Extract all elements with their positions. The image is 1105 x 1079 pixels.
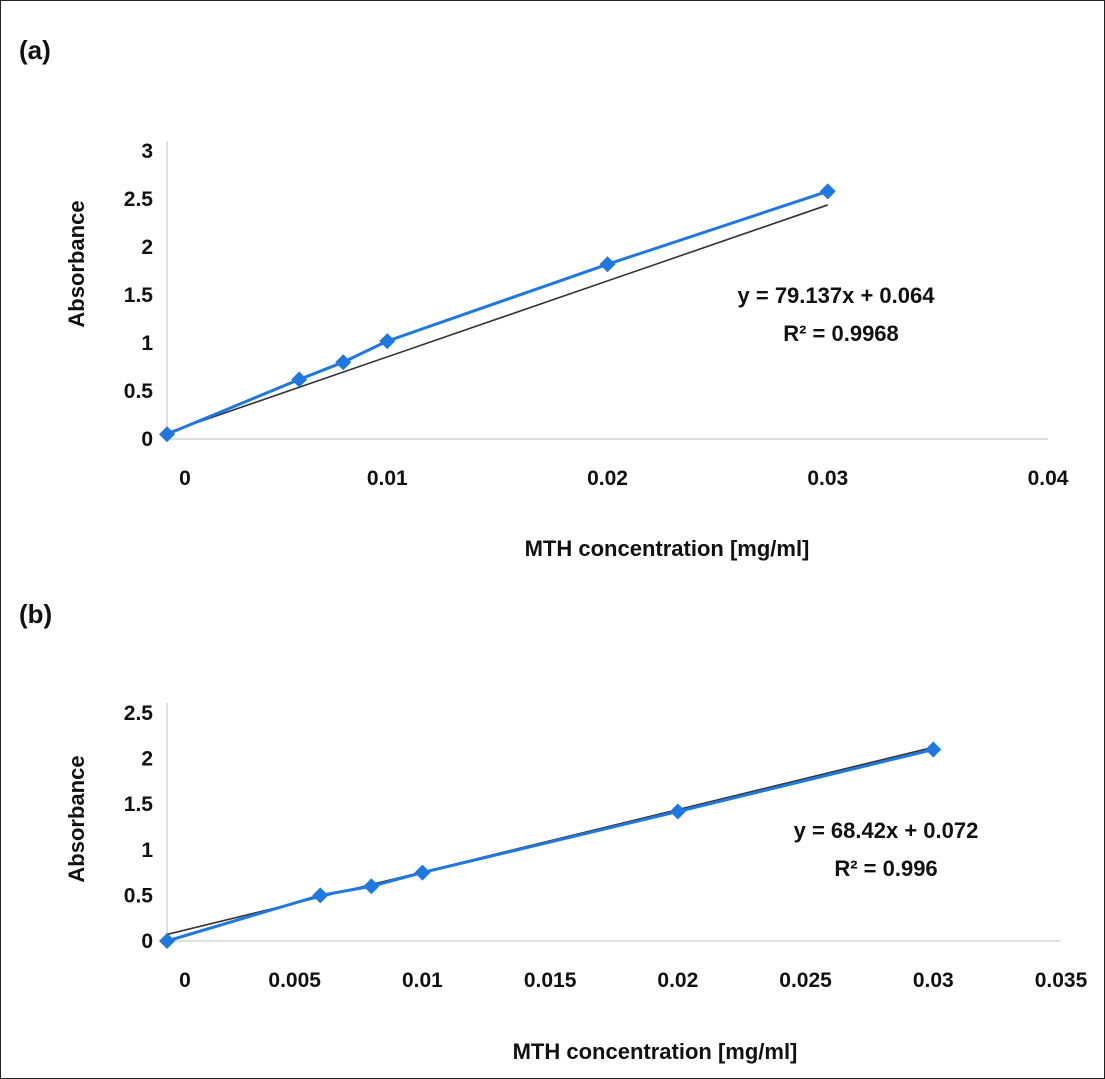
data-point-b (925, 741, 942, 758)
data-point-a (379, 333, 396, 350)
data-point-b (159, 933, 175, 949)
y-axis-title-a: Absorbance (64, 200, 89, 327)
panel-label-b: (b) (19, 599, 52, 629)
y-tick-label-b: 2.5 (124, 702, 154, 725)
y-tick-label-a: 1.5 (124, 284, 154, 307)
x-tick-label-b: 0 (179, 969, 191, 992)
y-tick-label-a: 0 (141, 428, 153, 451)
r-squared-b: R² = 0.996 (834, 856, 937, 881)
x-tick-label-b: 0.015 (524, 969, 577, 992)
y-tick-label-b: 1 (141, 839, 153, 862)
data-point-b (669, 803, 686, 820)
plot-area-b: 0 0.5 1 1.5 2 2.5 0 0.005 0.01 0.015 0.02 0.025 0.03… (124, 702, 1088, 992)
data-point-b (363, 878, 380, 895)
y-tick-label-a: 1 (141, 332, 153, 355)
data-point-a (819, 183, 836, 200)
plot-area-a: 0 0.5 1 1.5 2 2.5 3 0 0.01 0.02 0.03 0.04 (124, 140, 1069, 490)
y-tick-label-b: 0.5 (124, 884, 154, 907)
y-tick-label-a: 2.5 (124, 188, 154, 211)
trendline-a (166, 204, 829, 434)
x-tick-label-b: 0.005 (268, 969, 321, 992)
data-point-a (159, 426, 175, 443)
x-tick-label-a: 0.02 (587, 467, 628, 490)
y-tick-label-a: 2 (141, 236, 153, 259)
x-axis-title-b: MTH concentration [mg/ml] (513, 1039, 798, 1064)
data-point-b (312, 887, 329, 904)
data-point-a (335, 354, 352, 371)
series-line-b (166, 748, 934, 943)
x-tick-label-a: 0 (179, 467, 191, 490)
panel-label-a: (a) (19, 35, 51, 65)
x-tick-label-b: 0.03 (913, 969, 954, 992)
series-line-a (166, 189, 829, 436)
data-point-a (291, 371, 308, 388)
x-tick-label-b: 0.035 (1035, 969, 1088, 992)
y-tick-label-a: 3 (141, 140, 153, 163)
data-point-b (414, 864, 431, 881)
x-tick-label-b: 0.01 (402, 969, 443, 992)
panel-b: (b) Absorbance MTH concentration [mg/ml]… (19, 599, 1088, 1064)
y-tick-label-b: 0 (141, 930, 153, 953)
x-tick-label-b: 0.02 (657, 969, 698, 992)
x-tick-label-a: 0.01 (367, 467, 408, 490)
y-axis-title-b: Absorbance (64, 755, 89, 882)
x-tick-label-a: 0.03 (807, 467, 848, 490)
x-axis-title-a: MTH concentration [mg/ml] (525, 536, 810, 561)
x-tick-label-b: 0.025 (779, 969, 832, 992)
r-squared-a: R² = 0.9968 (783, 321, 899, 346)
y-tick-label-b: 1.5 (124, 793, 154, 816)
y-tick-label-a: 0.5 (124, 380, 154, 403)
trend-equation-a: y = 79.137x + 0.064 (738, 283, 936, 308)
panel-a: (a) Absorbance MTH concentration [mg/ml]… (19, 35, 1069, 561)
data-point-a (599, 256, 616, 273)
y-tick-label-b: 2 (141, 748, 153, 771)
trend-equation-b: y = 68.42x + 0.072 (794, 818, 979, 843)
x-tick-label-a: 0.04 (1028, 467, 1069, 490)
